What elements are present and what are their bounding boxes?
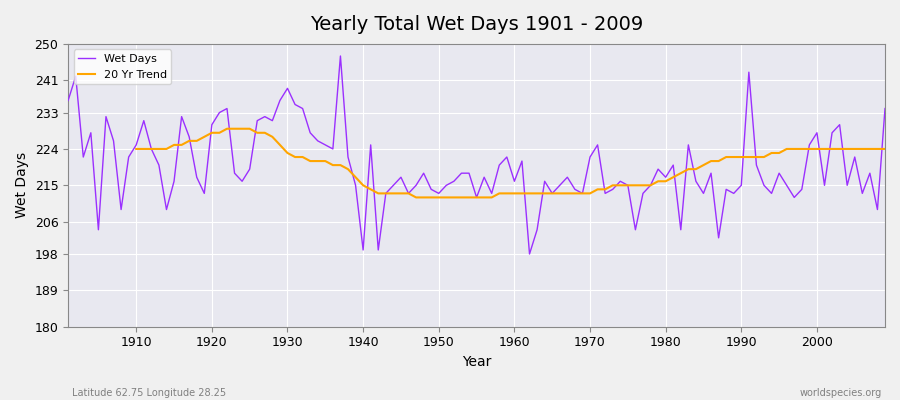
Wet Days: [509, 179, 520, 184]
20 Yr Trend: [130, 146, 141, 151]
Line: 20 Yr Trend: 20 Yr Trend: [136, 129, 885, 198]
Wet Days: [63, 98, 74, 103]
Wet Days: [123, 155, 134, 160]
20 Yr Trend: [532, 191, 543, 196]
20 Yr Trend: [834, 146, 845, 151]
Legend: Wet Days, 20 Yr Trend: Wet Days, 20 Yr Trend: [74, 50, 171, 84]
Wet Days: [615, 179, 626, 184]
Wet Days: [290, 102, 301, 107]
Title: Yearly Total Wet Days 1901 - 2009: Yearly Total Wet Days 1901 - 2009: [310, 15, 644, 34]
Wet Days: [343, 155, 354, 160]
20 Yr Trend: [221, 126, 232, 131]
Text: Latitude 62.75 Longitude 28.25: Latitude 62.75 Longitude 28.25: [72, 388, 226, 398]
20 Yr Trend: [282, 150, 292, 155]
Wet Days: [524, 252, 535, 256]
Wet Days: [879, 106, 890, 111]
Wet Days: [517, 159, 527, 164]
Y-axis label: Wet Days: Wet Days: [15, 152, 29, 218]
20 Yr Trend: [312, 159, 323, 164]
20 Yr Trend: [879, 146, 890, 151]
20 Yr Trend: [592, 187, 603, 192]
Line: Wet Days: Wet Days: [68, 56, 885, 254]
X-axis label: Year: Year: [462, 355, 491, 369]
Text: worldspecies.org: worldspecies.org: [800, 388, 882, 398]
Wet Days: [335, 54, 346, 58]
20 Yr Trend: [410, 195, 421, 200]
20 Yr Trend: [857, 146, 868, 151]
